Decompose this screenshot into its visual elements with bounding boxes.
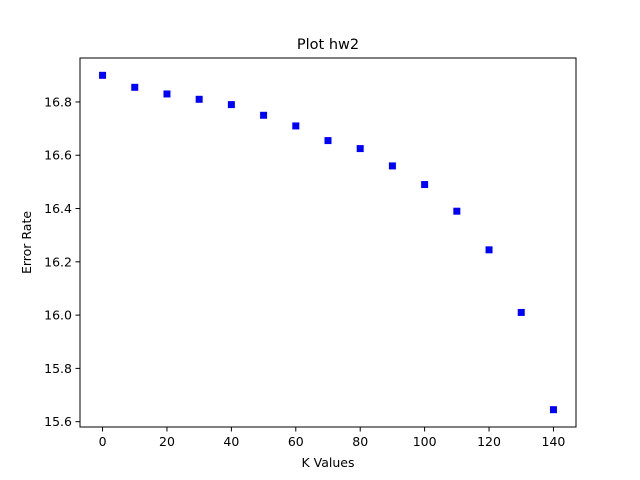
y-tick-label: 16.0: [44, 308, 72, 323]
x-tick-label: 40: [223, 434, 239, 449]
data-point: [227, 101, 235, 109]
data-point: [549, 406, 557, 414]
x-tick-label: 140: [542, 434, 566, 449]
x-tick-label: 60: [288, 434, 304, 449]
y-tick-label: 15.8: [44, 361, 72, 376]
data-point: [260, 111, 268, 119]
data-point: [485, 246, 493, 254]
data-point: [517, 308, 525, 316]
x-tick-label: 0: [99, 434, 107, 449]
data-point: [356, 145, 364, 153]
y-axis: 15.6 15.8 16.0 16.2 16.4 16.6 16.8: [44, 94, 80, 429]
x-tick-label: 80: [352, 434, 368, 449]
x-tick-label: 120: [477, 434, 501, 449]
y-axis-label: Error Rate: [19, 211, 34, 274]
data-point: [292, 122, 300, 130]
data-point: [421, 181, 429, 189]
plot-area: [99, 71, 557, 414]
y-tick-label: 16.8: [44, 94, 72, 109]
data-point: [163, 90, 171, 98]
x-axis: 0 20 40 60 80 100 120 140: [99, 427, 566, 449]
x-axis-label: K Values: [301, 455, 354, 470]
y-tick-label: 16.4: [44, 201, 72, 216]
x-tick-label: 20: [159, 434, 175, 449]
axes-frame: [79, 57, 577, 428]
y-tick-label: 16.6: [44, 148, 72, 163]
data-point: [324, 137, 332, 145]
data-point: [453, 207, 461, 215]
data-point: [195, 95, 203, 103]
x-tick-label: 100: [413, 434, 437, 449]
y-tick-label: 15.6: [44, 414, 72, 429]
data-point: [99, 71, 107, 79]
y-tick-label: 16.2: [44, 254, 72, 269]
data-point: [131, 83, 139, 91]
chart-title: Plot hw2: [297, 37, 359, 53]
data-point: [388, 162, 396, 170]
